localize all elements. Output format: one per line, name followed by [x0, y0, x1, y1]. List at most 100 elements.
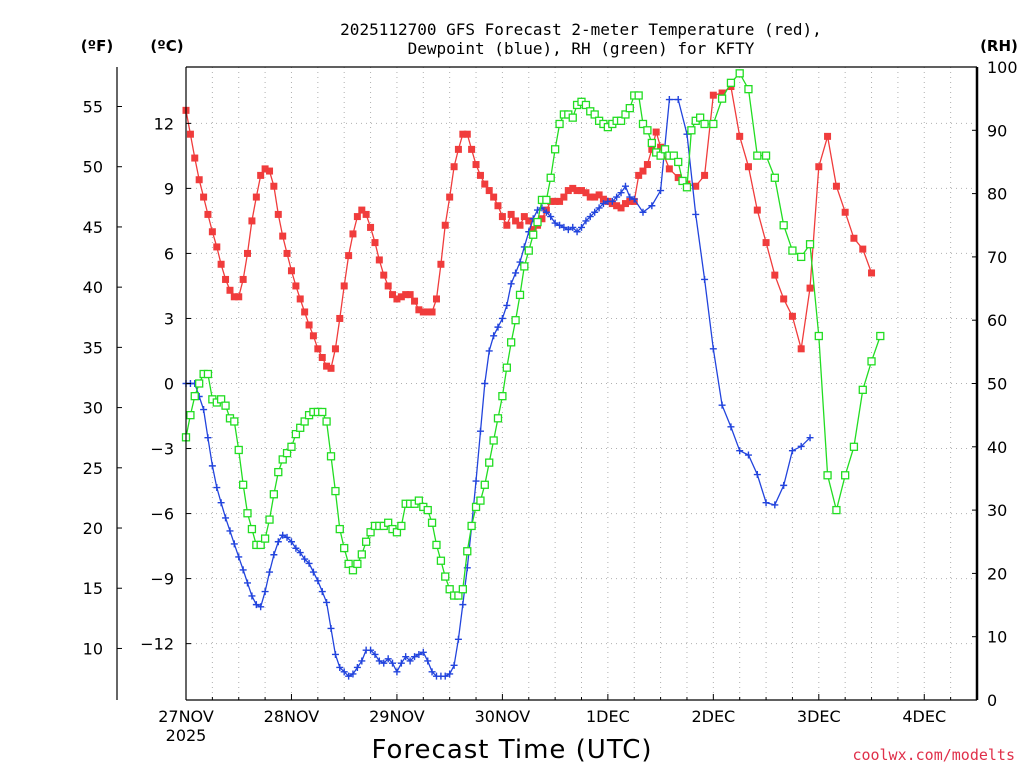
dewpoint-point: [345, 672, 353, 680]
temperature-point: [512, 217, 520, 225]
dewpoint-point: [551, 219, 559, 227]
dewpoint-point: [441, 672, 449, 680]
rh-point: [726, 78, 736, 87]
x-tick-label: 2DEC: [691, 707, 735, 726]
rh-point: [511, 316, 520, 325]
rh-point: [524, 246, 533, 255]
temperature-point: [274, 210, 282, 218]
temperature-point: [709, 91, 717, 99]
fahrenheit-tick-label: 35: [83, 338, 103, 357]
celsius-tick-label: 0: [164, 375, 174, 394]
rh-tick-label: 0: [987, 691, 997, 710]
temperature-point: [652, 128, 660, 136]
temperature-point: [736, 132, 744, 140]
temperature-point: [701, 171, 709, 179]
temperature-point: [248, 217, 256, 225]
dewpoint-point: [701, 275, 709, 283]
temperature-point: [648, 145, 656, 153]
rh-point: [744, 85, 753, 94]
celsius-tick-label: −3: [150, 440, 174, 459]
dewpoint-point: [239, 566, 247, 574]
rh-point: [542, 195, 551, 205]
fahrenheit-tick-label: 10: [83, 639, 103, 658]
temperature-point: [806, 284, 814, 292]
dewpoint-point: [599, 200, 607, 208]
temperature-point: [432, 295, 440, 303]
dewpoint-point: [358, 657, 366, 665]
rh-point: [493, 414, 503, 423]
temperature-point: [239, 275, 247, 283]
temperature-point: [318, 353, 326, 361]
x-tick-label: 1DEC: [586, 707, 630, 726]
temperature-point: [384, 282, 392, 290]
dewpoint-point: [424, 657, 432, 665]
temperature-point: [208, 228, 216, 236]
dewpoint-point: [665, 96, 673, 104]
dewpoint-point: [252, 601, 260, 609]
grid-lines: [186, 67, 977, 700]
celsius-tick-label: 9: [164, 179, 174, 198]
temperature-point: [578, 187, 585, 195]
dewpoint-point: [446, 670, 454, 678]
rh-point: [260, 534, 270, 543]
temperature-point: [525, 217, 533, 225]
dewpoint-point: [560, 223, 568, 231]
temperature-point: [296, 295, 304, 303]
dewpoint-point: [314, 577, 322, 585]
rh-point: [735, 69, 744, 78]
rh-point: [555, 119, 564, 129]
rh-point: [507, 338, 516, 347]
temperature-point: [367, 223, 375, 231]
x-tick-sublabel: 2025: [166, 726, 207, 745]
chart-title-line2: Dewpoint (blue), RH (green) for KFTY: [408, 39, 755, 58]
x-tick-label: 3DEC: [797, 707, 841, 726]
dewpoint-point: [459, 601, 467, 609]
dewpoint-point: [595, 204, 603, 212]
rh-point: [414, 496, 424, 505]
rh-point: [445, 585, 454, 594]
dewpoint-point: [797, 442, 805, 450]
temperature-point: [393, 295, 401, 303]
dewpoint-point: [296, 549, 304, 557]
temperature-point: [235, 293, 243, 301]
rh-point: [625, 103, 634, 113]
dewpoint-point: [709, 345, 717, 353]
rh-point: [423, 505, 432, 515]
dewpoint-point: [415, 650, 423, 658]
dewpoint-point: [771, 501, 779, 509]
temperature-point: [771, 271, 779, 279]
dewpoint-point: [274, 538, 282, 546]
rh-point: [282, 448, 292, 458]
temperature-point: [762, 239, 770, 247]
rh-point: [392, 528, 402, 537]
dewpoint-point: [538, 204, 546, 212]
rh-point: [761, 151, 771, 160]
rh-point: [638, 119, 648, 129]
dewpoint-point: [406, 657, 414, 665]
dewpoint-point: [613, 193, 621, 201]
x-axis-title: Forecast Time (UTC): [371, 735, 652, 765]
dewpoint-point: [586, 213, 594, 221]
temperature-point: [564, 187, 572, 195]
rh-point: [823, 471, 832, 480]
dewpoint-point: [318, 588, 326, 596]
rh-point: [634, 91, 643, 100]
temperature-point: [591, 193, 599, 201]
rh-line: [185, 72, 881, 597]
dewpoint-point: [384, 655, 392, 663]
dewpoint-point: [393, 668, 401, 676]
temperature-point: [626, 197, 634, 205]
rh-point: [203, 369, 213, 379]
plot-series: [181, 69, 885, 680]
rh-point: [344, 559, 353, 569]
temperature-point: [217, 260, 225, 268]
rh-point: [515, 290, 525, 300]
temperature-point: [441, 221, 449, 229]
dewpoint-point: [516, 258, 524, 266]
dewpoint-point: [507, 280, 515, 288]
temperature-point: [472, 161, 480, 169]
dewpoint-point: [481, 380, 489, 387]
temperature-point: [283, 249, 291, 257]
dewpoint-point: [542, 208, 550, 216]
dewpoint-point: [490, 332, 498, 340]
